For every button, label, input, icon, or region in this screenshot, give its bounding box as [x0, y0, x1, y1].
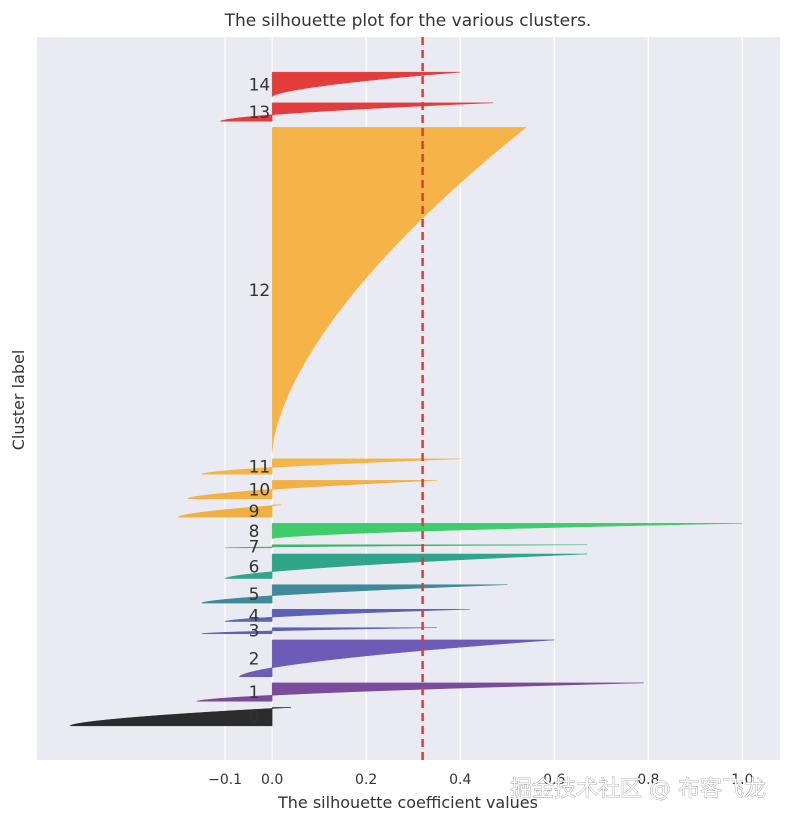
x-tick-label: 0.8: [637, 772, 659, 788]
cluster-label-5: 5: [249, 585, 260, 605]
x-tick-label: 0.2: [355, 772, 377, 788]
x-tick-label: 0.6: [543, 772, 565, 788]
cluster-silhouette-3: [201, 627, 437, 635]
cluster-label-10: 10: [249, 481, 271, 501]
cluster-silhouette-4: [224, 608, 470, 622]
cluster-label-4: 4: [249, 606, 260, 626]
cluster-silhouette-13: [219, 102, 494, 122]
cluster-label-2: 2: [249, 649, 260, 669]
cluster-silhouette-2: [238, 639, 555, 678]
cluster-silhouette-14: [271, 71, 461, 98]
cluster-label-1: 1: [249, 683, 260, 703]
cluster-silhouette-5: [200, 584, 508, 604]
cluster-label-7: 7: [249, 537, 260, 557]
cluster-silhouette-7: [225, 544, 588, 549]
x-tick-label: 0.0: [261, 772, 283, 788]
x-axis-label: The silhouette coefficient values: [277, 793, 538, 812]
cluster-label-9: 9: [249, 502, 260, 522]
cluster-label-14: 14: [249, 75, 271, 95]
cluster-label-0: 0: [249, 708, 260, 728]
cluster-silhouette-11: [201, 458, 461, 475]
watermark: 掘金技术社区 @ 布客飞龙: [510, 777, 766, 802]
cluster-silhouette-8: [271, 523, 743, 539]
cluster-silhouette-10: [186, 480, 437, 500]
x-tick-label: −0.1: [208, 772, 242, 788]
cluster-silhouette-1: [196, 682, 644, 702]
chart-title: The silhouette plot for the various clus…: [224, 11, 592, 31]
x-tick-label: 0.4: [449, 772, 471, 788]
cluster-silhouette-0: [69, 707, 291, 727]
cluster-label-6: 6: [249, 557, 260, 577]
x-tick-label: 1.0: [731, 772, 753, 788]
cluster-label-12: 12: [249, 281, 271, 301]
cluster-silhouette-6: [224, 553, 588, 579]
cluster-label-13: 13: [249, 103, 271, 123]
cluster-silhouettes: [69, 71, 743, 727]
y-axis-label: Cluster label: [9, 350, 28, 451]
x-tick-labels: −0.1 0.0 0.2 0.4 0.6 0.8 1.0: [208, 772, 753, 788]
cluster-silhouette-12: [271, 127, 527, 453]
cluster-label-11: 11: [249, 458, 271, 478]
cluster-silhouette-9: [177, 504, 282, 518]
cluster-label-8: 8: [249, 522, 260, 542]
cluster-label-3: 3: [249, 622, 260, 642]
